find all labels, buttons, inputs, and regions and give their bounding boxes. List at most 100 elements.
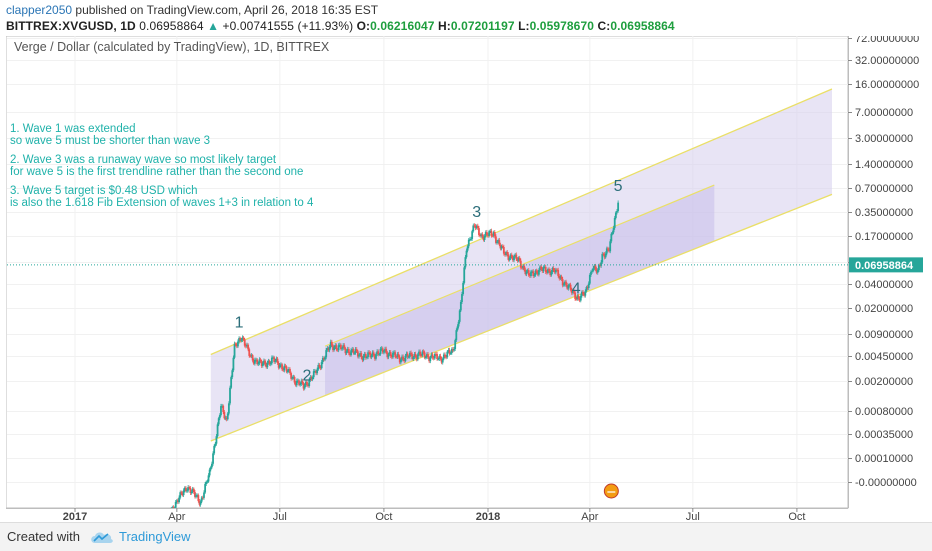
candle-body bbox=[378, 354, 381, 355]
candle-body bbox=[490, 230, 493, 236]
candle-body bbox=[194, 492, 196, 497]
candle-body bbox=[472, 225, 475, 232]
current-price-badge bbox=[849, 257, 923, 273]
candle-body bbox=[325, 350, 328, 358]
candle-body bbox=[214, 443, 217, 446]
time-tick-label: Oct bbox=[788, 511, 805, 522]
candle-body bbox=[174, 501, 177, 509]
candle-body bbox=[467, 239, 470, 247]
candle-body bbox=[525, 271, 528, 275]
candle-body bbox=[227, 403, 230, 414]
time-axis-bg bbox=[6, 508, 848, 522]
candle-body bbox=[249, 355, 252, 357]
candle-body bbox=[375, 354, 377, 359]
candle-body bbox=[481, 234, 484, 237]
tradingview-brand[interactable]: TradingView bbox=[119, 529, 191, 544]
candle-body bbox=[435, 354, 437, 355]
candle-body bbox=[597, 265, 600, 271]
candle-body bbox=[175, 500, 178, 502]
candle-body bbox=[535, 270, 538, 272]
candle-body bbox=[278, 365, 281, 368]
price-tick-label: 0.04000000 bbox=[855, 279, 913, 291]
candle-body bbox=[344, 348, 347, 354]
candle-body bbox=[543, 266, 546, 268]
candle-body bbox=[560, 276, 563, 280]
candle-body bbox=[471, 231, 474, 239]
open-value: 0.06216047 bbox=[370, 19, 435, 33]
candle-body bbox=[528, 275, 531, 277]
candle-body bbox=[564, 281, 566, 285]
candle-body bbox=[441, 358, 444, 363]
candle-body bbox=[350, 350, 352, 356]
candle-body bbox=[513, 256, 515, 261]
candle-body bbox=[337, 345, 340, 351]
candle-body bbox=[565, 281, 567, 285]
candle-body bbox=[359, 353, 362, 356]
candle-body bbox=[492, 232, 495, 236]
candle-body bbox=[458, 310, 461, 322]
candle-body bbox=[239, 338, 242, 341]
candle-body bbox=[536, 271, 539, 275]
candle-body bbox=[557, 269, 560, 276]
candle-body bbox=[404, 355, 407, 362]
candle-body bbox=[412, 357, 415, 360]
candle-body bbox=[485, 232, 488, 235]
price-tick-label: 0.00035000 bbox=[855, 429, 913, 441]
candle-body bbox=[263, 360, 265, 364]
wave-label-3: 3 bbox=[472, 204, 481, 221]
candle-body bbox=[561, 279, 564, 286]
time-tick-label: Jul bbox=[686, 511, 700, 522]
chart-header: clapper2050 published on TradingView.com… bbox=[0, 0, 932, 36]
candle-body bbox=[553, 270, 556, 273]
candle-body bbox=[310, 377, 313, 380]
candle-body bbox=[291, 377, 294, 379]
candle-body bbox=[405, 353, 408, 356]
candle-body bbox=[608, 249, 610, 252]
author-link[interactable]: clapper2050 bbox=[6, 3, 73, 17]
candle-body bbox=[407, 356, 410, 358]
candle-body bbox=[321, 358, 324, 363]
candle-body bbox=[478, 228, 480, 235]
candle-body bbox=[491, 235, 494, 237]
candle-body bbox=[617, 202, 620, 211]
candle-body bbox=[439, 355, 442, 359]
candle-body bbox=[415, 356, 418, 360]
candle-body bbox=[550, 272, 553, 276]
candle-body bbox=[414, 354, 417, 357]
candle-body bbox=[217, 418, 220, 425]
candle-body bbox=[590, 271, 592, 275]
candle-body bbox=[371, 352, 374, 356]
candle-body bbox=[309, 377, 312, 381]
candle-body bbox=[246, 344, 248, 347]
wave-label-1: 1 bbox=[235, 315, 244, 332]
candle-body bbox=[355, 349, 358, 352]
candle-body bbox=[232, 357, 235, 371]
candle-body bbox=[612, 227, 615, 233]
wave-label-4: 4 bbox=[572, 281, 581, 298]
low-label: L: bbox=[518, 19, 530, 33]
candle-body bbox=[475, 225, 478, 229]
candle-body bbox=[180, 492, 183, 494]
candle-body bbox=[461, 294, 463, 302]
candle-body bbox=[527, 270, 530, 276]
candle-body bbox=[524, 269, 527, 275]
candle-body bbox=[336, 349, 339, 351]
candle-body bbox=[226, 413, 229, 420]
candle-body bbox=[397, 354, 400, 358]
candle-body bbox=[347, 349, 350, 354]
candle-body bbox=[532, 271, 535, 277]
candle-body bbox=[568, 284, 571, 286]
candle-body bbox=[304, 381, 307, 386]
candle-body bbox=[578, 298, 581, 301]
candle-body bbox=[345, 351, 348, 354]
candle-body bbox=[399, 359, 402, 363]
candle-body bbox=[318, 364, 321, 367]
candle-body bbox=[328, 346, 331, 351]
low-value: 0.05978670 bbox=[529, 19, 594, 33]
candle-body bbox=[600, 262, 603, 266]
candle-body bbox=[422, 351, 425, 353]
candle-body bbox=[358, 355, 360, 357]
price-chart[interactable]: 1 2 3 4 5 Verge / Dollar (calculated by Tradi… bbox=[5, 33, 926, 551]
chart-area[interactable]: 1 2 3 4 5 Verge / Dollar (calculated by Tradi… bbox=[5, 33, 926, 551]
candle-body bbox=[497, 240, 500, 242]
